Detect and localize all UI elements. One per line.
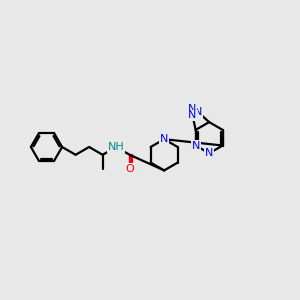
Text: O: O bbox=[125, 164, 134, 174]
Text: N: N bbox=[188, 104, 196, 114]
Text: N: N bbox=[194, 107, 202, 117]
Text: N: N bbox=[188, 110, 197, 120]
Text: NH: NH bbox=[108, 142, 124, 152]
Text: N: N bbox=[205, 148, 213, 158]
Text: N: N bbox=[160, 134, 168, 144]
Text: N: N bbox=[191, 140, 200, 151]
